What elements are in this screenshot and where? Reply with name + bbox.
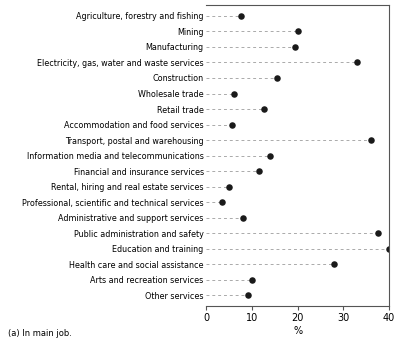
Point — [256, 168, 262, 174]
Point — [226, 184, 232, 189]
Point — [354, 60, 360, 65]
Point — [244, 292, 251, 298]
Point — [368, 137, 374, 143]
Text: (a) In main job.: (a) In main job. — [8, 329, 72, 338]
Point — [228, 122, 235, 127]
Point — [274, 75, 280, 81]
Point — [249, 277, 255, 282]
Point — [331, 261, 337, 267]
Point — [386, 246, 392, 251]
Point — [260, 106, 267, 112]
Point — [292, 44, 299, 50]
Point — [237, 13, 244, 19]
Point — [240, 215, 246, 220]
Point — [374, 231, 381, 236]
Point — [295, 29, 301, 34]
X-axis label: %: % — [293, 326, 302, 336]
Point — [219, 199, 225, 205]
Point — [267, 153, 274, 158]
Point — [231, 91, 237, 96]
